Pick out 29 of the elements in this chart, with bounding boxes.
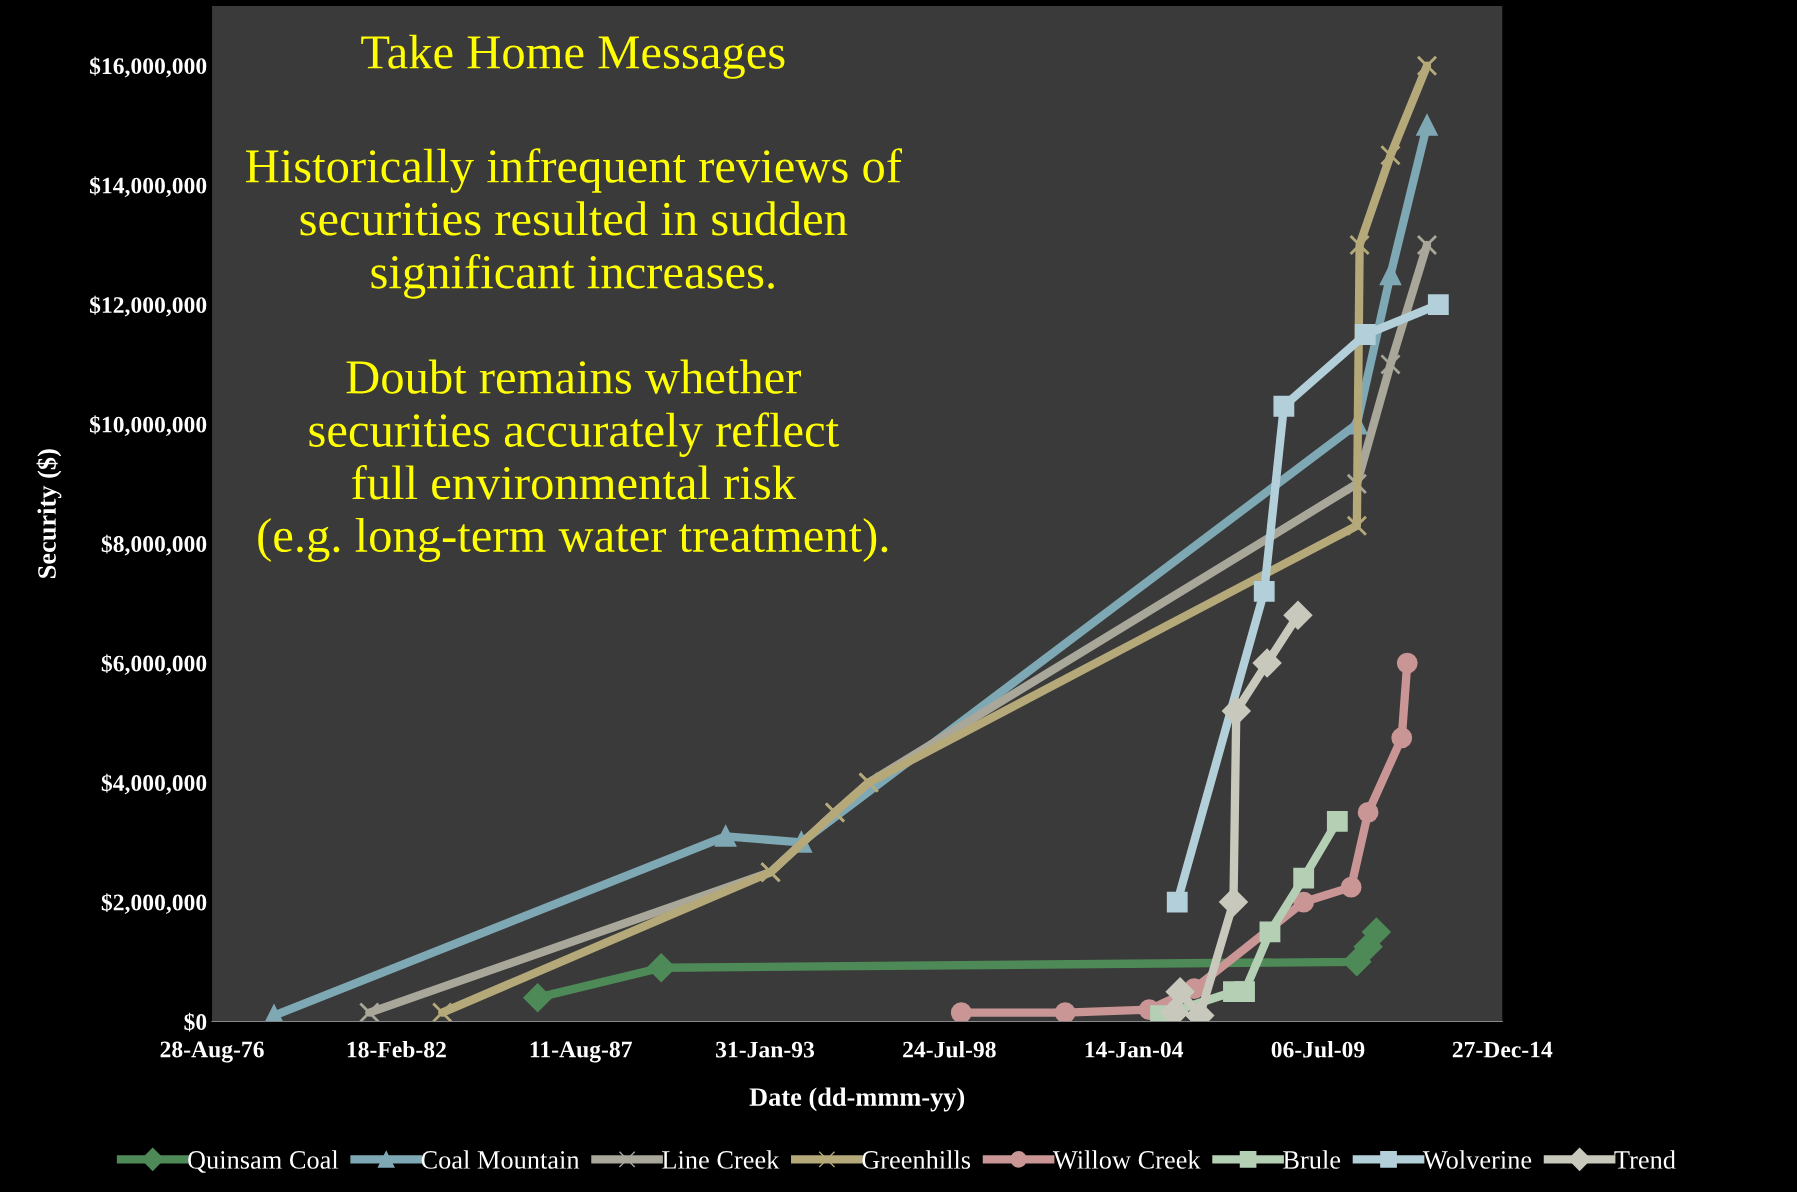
y-tick-label: $16,000,000 [89, 56, 207, 78]
legend-label: Trend [1614, 1150, 1676, 1169]
y-tick-label: $14,000,000 [89, 176, 207, 198]
x-tick-label: 31-Jan-93 [716, 1041, 815, 1058]
legend-label: Quinsam Coal [188, 1150, 339, 1173]
y-tick-label: $0 [184, 1012, 207, 1032]
legend-label: Brule [1283, 1150, 1341, 1169]
x-tick-label: 28-Aug-76 [160, 1041, 264, 1063]
legend-label: Coal Mountain [421, 1150, 580, 1169]
y-tick-label: $12,000,000 [89, 295, 207, 317]
x-axis-title: Date (dd-mmm-yy) [749, 1087, 965, 1112]
legend-label: Willow Creek [1052, 1150, 1201, 1169]
x-tick-label: 06-Jul-09 [1271, 1040, 1365, 1058]
text: Historically infrequent reviews of securities resulted in sudden significant increases. Doubt remains whether securities accurately reflect full environmental risk (e.g. long-term water treatment). [246, 148, 902, 563]
y-tick-label: $10,000,000 [89, 415, 207, 436]
y-tick-label: $6,000,000 [101, 654, 207, 675]
legend-label: Line Creek [662, 1150, 780, 1169]
y-axis-title: Security ($) [36, 449, 62, 578]
legend-label: Greenhills [862, 1150, 971, 1169]
annotation: Take Home Messages [361, 34, 785, 79]
x-tick-label: 11-Aug-87 [530, 1041, 632, 1063]
x-tick-label: 24-Jul-98 [903, 1040, 996, 1058]
y-tick-label: $8,000,000 [101, 534, 207, 556]
y-tick-label: $2,000,000 [101, 893, 207, 914]
x-tick-label: 18-Feb-82 [347, 1040, 446, 1058]
x-tick-label: 27-Dec-14 [1452, 1041, 1553, 1058]
x-tick-label: 14-Jan-04 [1085, 1041, 1184, 1058]
y-tick-label: $4,000,000 [101, 773, 207, 795]
legend-label: Wolverine [1422, 1150, 1532, 1169]
